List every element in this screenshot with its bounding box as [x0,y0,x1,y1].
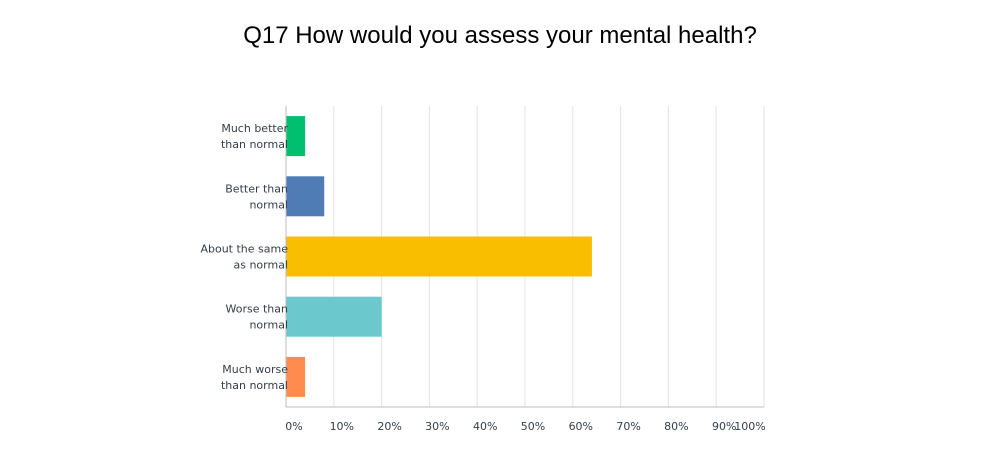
chart-title: Q17 How would you assess your mental hea… [243,22,757,49]
x-tick-label: 70% [616,420,640,433]
category-label: as normal [233,259,288,272]
x-tick-label: 60% [569,420,593,433]
x-tick-labels: 0% 10% 20% 30% 40% 50% 60% 70% 80% 90%100% [285,420,765,433]
category-label: than normal [221,138,288,151]
category-labels: Much better than normal Better than normal A… [200,122,288,392]
category-label: than normal [221,379,288,392]
category-label: normal [249,319,288,332]
category-label: normal [249,198,288,211]
x-tick-label: 50% [521,420,545,433]
axes [285,106,764,408]
bar [286,236,592,277]
x-tick-label: 40% [473,420,497,433]
x-tick-label: 20% [377,420,401,433]
bar [286,296,382,337]
bar [286,176,325,217]
category-label: Much better [221,122,288,135]
x-tick-label: 0% [285,420,302,433]
category-label: Worse than [226,303,289,316]
category-label: Much worse [222,363,288,376]
x-tick-label: 100% [734,420,765,433]
x-tick-label: 30% [425,420,449,433]
category-label: Better than [225,182,288,195]
x-tick-label: 90% [712,420,736,433]
bar [286,116,306,157]
bars [286,116,592,397]
x-tick-label: 80% [664,420,688,433]
bar [286,356,306,397]
category-label: About the same [200,243,288,256]
x-tick-label: 10% [330,420,354,433]
